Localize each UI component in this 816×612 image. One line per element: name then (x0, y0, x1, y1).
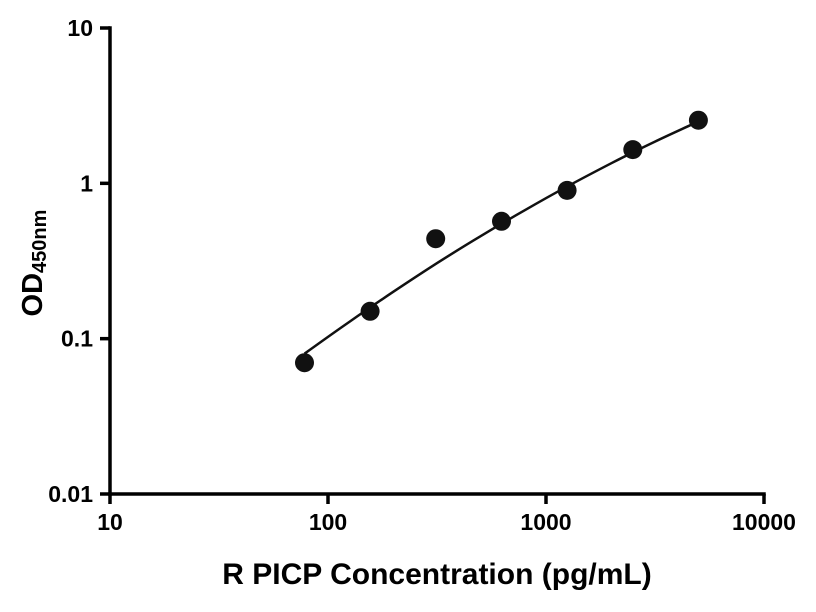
data-point (492, 211, 511, 231)
x-tick-label: 100 (309, 509, 347, 535)
y-tick-label: 10 (67, 15, 93, 41)
y-tick-label: 0.1 (61, 326, 93, 352)
x-tick-label: 10000 (732, 509, 796, 535)
data-point (623, 140, 643, 160)
data-point (295, 353, 314, 373)
x-tick-label: 10 (97, 509, 123, 535)
x-axis-title: R PICP Concentration (pg/mL) (222, 558, 652, 591)
data-point (557, 180, 577, 200)
x-tick-label: 1000 (520, 509, 571, 535)
data-point (688, 110, 708, 130)
y-tick-label: 0.01 (48, 481, 93, 507)
y-axis-title: OD450nm (13, 118, 53, 408)
data-point (360, 301, 380, 321)
data-point (426, 229, 446, 249)
y-tick-label: 1 (80, 170, 93, 196)
y-axis-title-main: OD (17, 272, 49, 317)
y-axis-title-sub: 450nm (29, 209, 51, 273)
